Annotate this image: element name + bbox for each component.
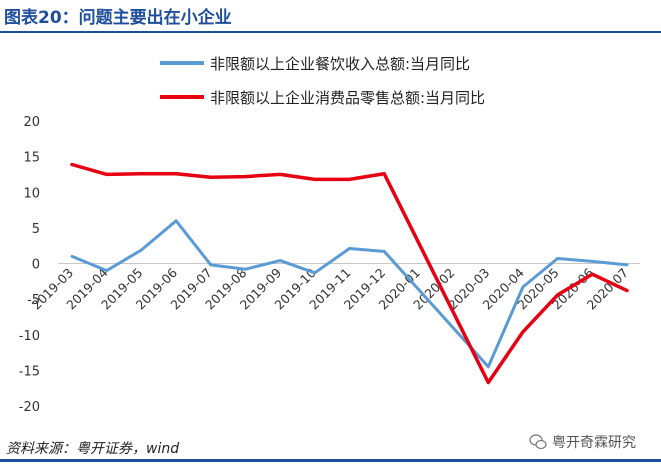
title-divider <box>0 31 661 33</box>
legend: 非限额以上企业餐饮收入总额:当月同比 非限额以上企业消费品零售总额:当月同比 <box>160 46 485 114</box>
y-tick-label: 5 <box>32 222 40 237</box>
y-tick-label: -15 <box>19 364 40 379</box>
y-tick-label: 0 <box>32 258 40 273</box>
bottom-divider <box>0 459 661 462</box>
brand: 粤开奇霖研究 <box>529 432 636 452</box>
legend-swatch-red <box>160 95 204 99</box>
legend-swatch-blue <box>160 61 204 65</box>
y-tick-label: 15 <box>23 151 40 166</box>
legend-item-blue: 非限额以上企业餐饮收入总额:当月同比 <box>160 46 485 80</box>
chart-title: 图表20：问题主要出在小企业 <box>4 8 232 28</box>
brand-label: 粤开奇霖研究 <box>552 435 636 451</box>
y-tick-label: -5 <box>27 293 40 308</box>
legend-label-red: 非限额以上企业消费品零售总额:当月同比 <box>210 88 486 107</box>
legend-item-red: 非限额以上企业消费品零售总额:当月同比 <box>160 80 485 114</box>
y-tick-label: -10 <box>19 329 40 344</box>
y-tick-label: -20 <box>19 400 40 415</box>
y-tick-label: 10 <box>23 186 40 201</box>
y-tick-label: 20 <box>23 115 40 130</box>
source-note: 资料来源：粤开证券，wind <box>6 441 180 457</box>
legend-label-blue: 非限额以上企业餐饮收入总额:当月同比 <box>210 54 471 73</box>
wechat-icon <box>529 434 547 450</box>
